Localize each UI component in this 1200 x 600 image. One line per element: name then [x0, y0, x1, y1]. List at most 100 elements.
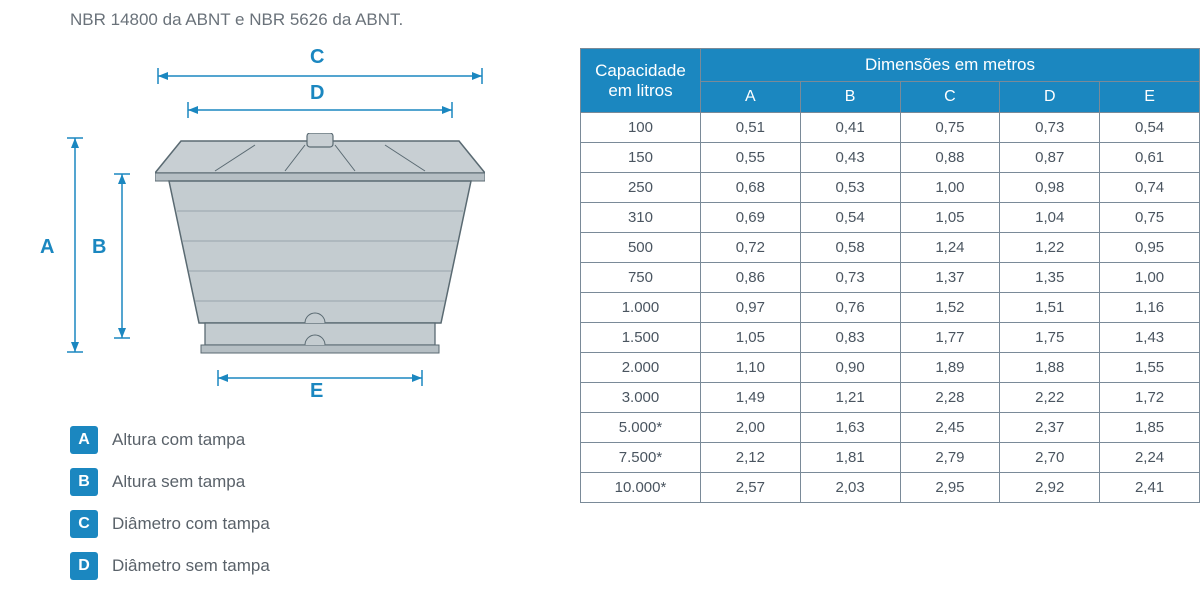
legend-key: D: [70, 552, 98, 580]
legend-row: A Altura com tampa: [70, 426, 540, 454]
cell-value: 2,00: [700, 413, 800, 443]
cell-value: 0,86: [700, 263, 800, 293]
cell-value: 1,04: [1000, 203, 1100, 233]
cell-value: 1,43: [1100, 323, 1200, 353]
cell-value: 1,75: [1000, 323, 1100, 353]
cell-value: 0,87: [1000, 143, 1100, 173]
legend-label: Altura com tampa: [112, 430, 245, 450]
cell-value: 0,74: [1100, 173, 1200, 203]
cell-value: 2,37: [1000, 413, 1100, 443]
dim-d-label: D: [310, 82, 324, 105]
legend-label: Diâmetro com tampa: [112, 514, 270, 534]
legend: A Altura com tampa BAltura sem tampa C Diâme…: [70, 426, 540, 580]
dim-header: Dimensões em metros: [700, 49, 1199, 82]
col-header: E: [1100, 82, 1200, 113]
table-row: 10.000*2,572,032,952,922,41: [581, 473, 1200, 503]
cell-value: 0,75: [900, 113, 1000, 143]
table-row: 2.0001,100,901,891,881,55: [581, 353, 1200, 383]
cell-value: 0,51: [700, 113, 800, 143]
cell-value: 0,83: [800, 323, 900, 353]
dimensions-table: Capacidade em litros Dimensões em metros…: [580, 48, 1200, 503]
table-row: 7.500*2,121,812,792,702,24: [581, 443, 1200, 473]
cell-value: 0,41: [800, 113, 900, 143]
cell-value: 0,98: [1000, 173, 1100, 203]
cell-value: 0,69: [700, 203, 800, 233]
col-header: B: [800, 82, 900, 113]
cell-value: 1,16: [1100, 293, 1200, 323]
cell-capacity: 100: [581, 113, 701, 143]
cell-capacity: 7.500*: [581, 443, 701, 473]
dim-c-label: C: [310, 46, 324, 69]
table-row: 1.0000,970,761,521,511,16: [581, 293, 1200, 323]
cap-header-line2: em litros: [608, 81, 672, 100]
legend-key: C: [70, 510, 98, 538]
cap-header-line1: Capacidade: [595, 61, 686, 80]
cell-capacity: 750: [581, 263, 701, 293]
cell-capacity: 3.000: [581, 383, 701, 413]
cell-value: 0,90: [800, 353, 900, 383]
cell-value: 1,00: [900, 173, 1000, 203]
legend-row: C Diâmetro com tampa: [70, 510, 540, 538]
legend-row: D Diâmetro sem tampa: [70, 552, 540, 580]
cell-value: 1,05: [700, 323, 800, 353]
table-body: 1000,510,410,750,730,541500,550,430,880,…: [581, 113, 1200, 503]
cell-capacity: 150: [581, 143, 701, 173]
cell-value: 0,76: [800, 293, 900, 323]
legend-key: A: [70, 426, 98, 454]
cell-value: 0,61: [1100, 143, 1200, 173]
dim-a-arrow: [65, 130, 85, 360]
cell-value: 1,00: [1100, 263, 1200, 293]
table-row: 3100,690,541,051,040,75: [581, 203, 1200, 233]
legend-label: Altura sem tampa: [112, 472, 245, 492]
cell-value: 0,75: [1100, 203, 1200, 233]
table-row: 3.0001,491,212,282,221,72: [581, 383, 1200, 413]
cell-value: 1,63: [800, 413, 900, 443]
table-row: 1000,510,410,750,730,54: [581, 113, 1200, 143]
col-header: C: [900, 82, 1000, 113]
cell-value: 0,73: [1000, 113, 1100, 143]
legend-row: BAltura sem tampa: [70, 468, 540, 496]
cell-value: 2,57: [700, 473, 800, 503]
cell-value: 0,88: [900, 143, 1000, 173]
cell-value: 0,58: [800, 233, 900, 263]
legend-label: Diâmetro sem tampa: [112, 556, 270, 576]
cell-capacity: 10.000*: [581, 473, 701, 503]
cell-value: 1,77: [900, 323, 1000, 353]
cell-value: 2,95: [900, 473, 1000, 503]
cell-value: 0,68: [700, 173, 800, 203]
table-header: Capacidade em litros Dimensões em metros…: [581, 49, 1200, 113]
standards-note: NBR 14800 da ABNT e NBR 5626 da ABNT.: [70, 10, 1160, 30]
cell-value: 1,10: [700, 353, 800, 383]
cell-value: 2,41: [1100, 473, 1200, 503]
cell-value: 2,70: [1000, 443, 1100, 473]
page: NBR 14800 da ABNT e NBR 5626 da ABNT. C: [0, 0, 1200, 600]
table-row: 1.5001,050,831,771,751,43: [581, 323, 1200, 353]
cell-value: 2,24: [1100, 443, 1200, 473]
table-row: 2500,680,531,000,980,74: [581, 173, 1200, 203]
cell-capacity: 310: [581, 203, 701, 233]
col-header: A: [700, 82, 800, 113]
cell-value: 2,22: [1000, 383, 1100, 413]
cell-value: 1,49: [700, 383, 800, 413]
dim-e-label: E: [310, 380, 323, 403]
cell-capacity: 500: [581, 233, 701, 263]
cap-header: Capacidade em litros: [581, 49, 701, 113]
cell-value: 0,43: [800, 143, 900, 173]
cell-value: 2,92: [1000, 473, 1100, 503]
table-row: 5000,720,581,241,220,95: [581, 233, 1200, 263]
cell-value: 0,97: [700, 293, 800, 323]
cell-value: 0,55: [700, 143, 800, 173]
dim-a-label: A: [40, 236, 54, 259]
cell-value: 1,72: [1100, 383, 1200, 413]
tank-diagram: C D A: [70, 48, 540, 418]
dim-b-arrow: [112, 166, 132, 346]
cell-value: 2,12: [700, 443, 800, 473]
cell-capacity: 5.000*: [581, 413, 701, 443]
cell-capacity: 2.000: [581, 353, 701, 383]
cell-capacity: 1.500: [581, 323, 701, 353]
left-column: C D A: [70, 48, 540, 594]
cell-value: 1,52: [900, 293, 1000, 323]
cell-value: 1,21: [800, 383, 900, 413]
right-column: Capacidade em litros Dimensões em metros…: [580, 48, 1200, 594]
cell-value: 2,79: [900, 443, 1000, 473]
